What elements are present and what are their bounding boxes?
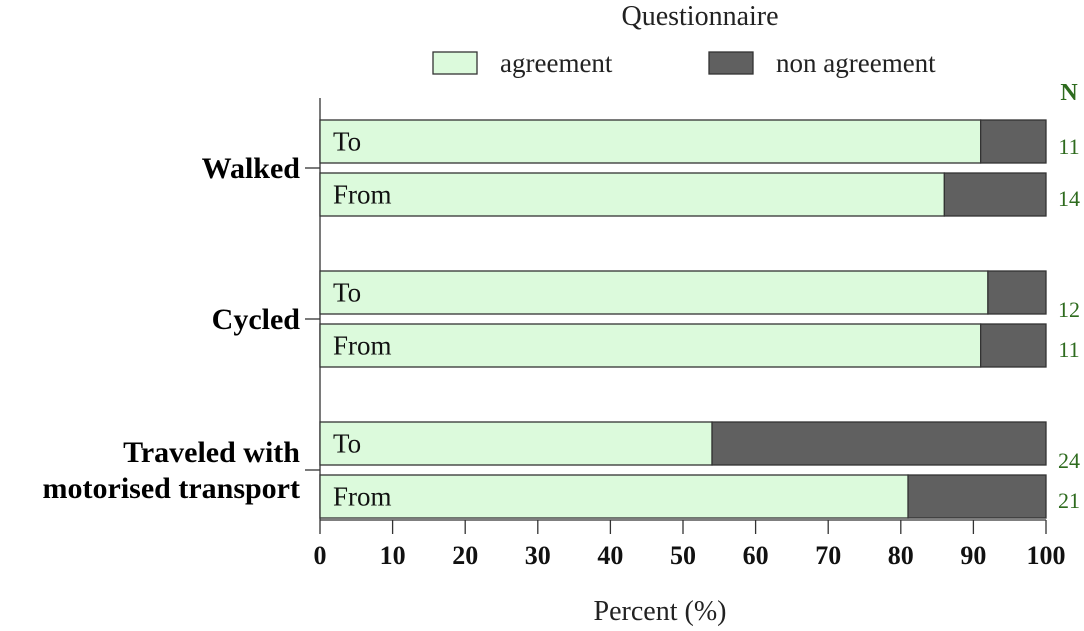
bar-agreement <box>319 474 909 519</box>
bar-non-agreement <box>980 119 1047 164</box>
bar-agreement <box>319 421 713 466</box>
legend-label-agreement: agreement <box>500 48 613 78</box>
n-label: 14 <box>1058 186 1080 211</box>
legend: Questionnaire agreement non agreement <box>432 1 936 78</box>
bar-label: From <box>333 482 392 512</box>
n-label: 12 <box>1058 297 1080 322</box>
n-label: 24 <box>1058 448 1080 473</box>
bar-non-agreement <box>943 172 1047 217</box>
x-tick-label: 50 <box>670 541 696 570</box>
x-axis-title: Percent (%) <box>594 596 727 627</box>
legend-swatch-non-agreement <box>708 51 754 75</box>
x-tick-label: 90 <box>960 541 986 570</box>
group-label: Walked <box>202 152 301 185</box>
bars: Walked To 11 From 14 Cycled To 12 From 11 Traveled… <box>43 119 1080 519</box>
x-tick-label: 80 <box>888 541 914 570</box>
bar-label: To <box>333 278 361 308</box>
x-tick-label: 100 <box>1027 541 1066 570</box>
bar-agreement <box>319 270 989 315</box>
n-label: 11 <box>1058 134 1079 159</box>
bar-non-agreement <box>711 421 1047 466</box>
bar-agreement <box>319 119 982 164</box>
legend-swatch-agreement <box>432 51 478 75</box>
x-ticks: 0 10 20 30 40 50 60 70 80 90 100 <box>314 520 1066 570</box>
x-tick-label: 40 <box>597 541 623 570</box>
bar-agreement <box>319 172 946 217</box>
x-tick-label: 70 <box>815 541 841 570</box>
group-label: motorised transport <box>43 472 300 505</box>
n-header: N <box>1060 80 1078 106</box>
bar-non-agreement <box>980 323 1047 368</box>
bar-agreement <box>319 323 982 368</box>
bar-non-agreement <box>987 270 1047 315</box>
group-label: Cycled <box>212 303 301 336</box>
bar-label: To <box>333 127 361 157</box>
x-tick-label: 10 <box>380 541 406 570</box>
n-label: 21 <box>1058 488 1080 513</box>
legend-title: Questionnaire <box>621 1 778 32</box>
x-tick-label: 30 <box>525 541 551 570</box>
bar-non-agreement <box>907 474 1047 519</box>
bar-label: To <box>333 429 361 459</box>
group-label: Traveled with <box>123 436 300 469</box>
legend-label-non-agreement: non agreement <box>776 48 936 78</box>
x-tick-label: 20 <box>452 541 478 570</box>
n-label: 11 <box>1058 337 1079 362</box>
bar-label: From <box>333 180 392 210</box>
bar-label: From <box>333 331 392 361</box>
x-tick-label: 0 <box>314 541 327 570</box>
x-tick-label: 60 <box>743 541 769 570</box>
